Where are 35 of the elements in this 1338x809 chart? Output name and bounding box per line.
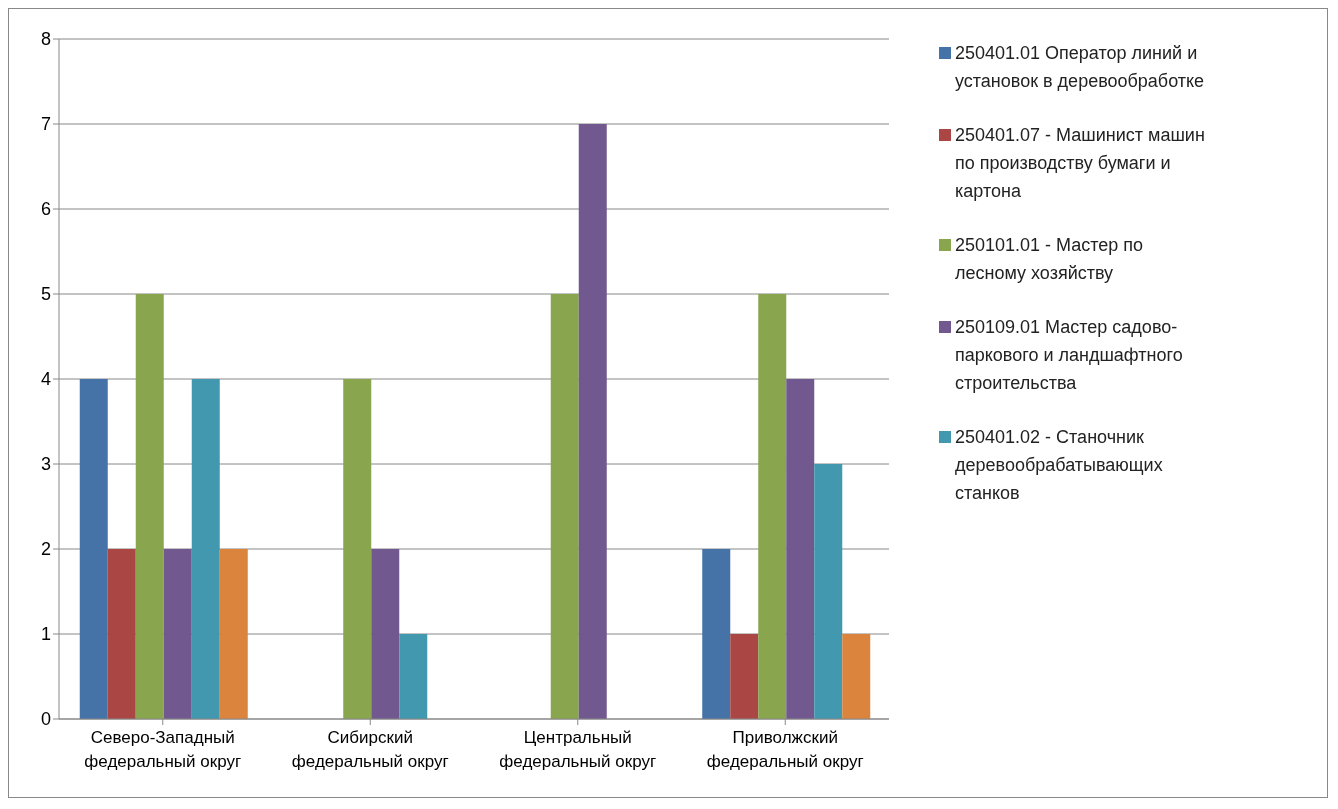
legend-label: 250101.01 - Мастер по лесному хозяйству — [955, 234, 1145, 285]
bar — [702, 549, 731, 719]
bar — [814, 464, 843, 719]
bar — [786, 379, 815, 719]
x-tick-label: Сибирский федеральный округ — [291, 728, 449, 771]
x-tick-label: Центральный федеральный округ — [499, 728, 657, 771]
legend-label: 250109.01 Мастер садово-паркового и ландшафтного строительства — [955, 316, 1184, 395]
legend-label: 250401.02 - Станочник деревообрабатывающих станков — [955, 426, 1164, 505]
bar — [191, 379, 220, 719]
bar — [107, 549, 136, 719]
bar — [371, 549, 400, 719]
y-tick-label: 0 — [40, 709, 51, 730]
bar — [550, 294, 579, 719]
bar — [842, 634, 871, 719]
y-tick-label: 3 — [40, 454, 51, 475]
bar — [399, 634, 428, 719]
bar — [343, 379, 372, 719]
x-tick-label: Северо-Западный федеральный округ — [84, 728, 242, 771]
y-tick-label: 2 — [40, 539, 51, 560]
bar — [578, 124, 607, 719]
bar — [219, 549, 248, 719]
bar — [758, 294, 787, 719]
y-tick-label: 5 — [40, 284, 51, 305]
bar — [730, 634, 759, 719]
y-tick-label: 1 — [40, 624, 51, 645]
bar — [135, 294, 164, 719]
legend-label: 250401.07 - Машинист машин по производству бумаги и картона — [955, 124, 1206, 203]
y-tick-label: 8 — [40, 29, 51, 50]
bar — [163, 549, 192, 719]
y-tick-label: 4 — [40, 369, 51, 390]
y-tick-label: 6 — [40, 199, 51, 220]
legend-label: 250401.01 Оператор линий и установок в деревообработке — [955, 42, 1206, 93]
bar — [79, 379, 108, 719]
y-tick-label: 7 — [40, 114, 51, 135]
x-tick-label: Приволжский федеральный округ — [706, 728, 864, 771]
